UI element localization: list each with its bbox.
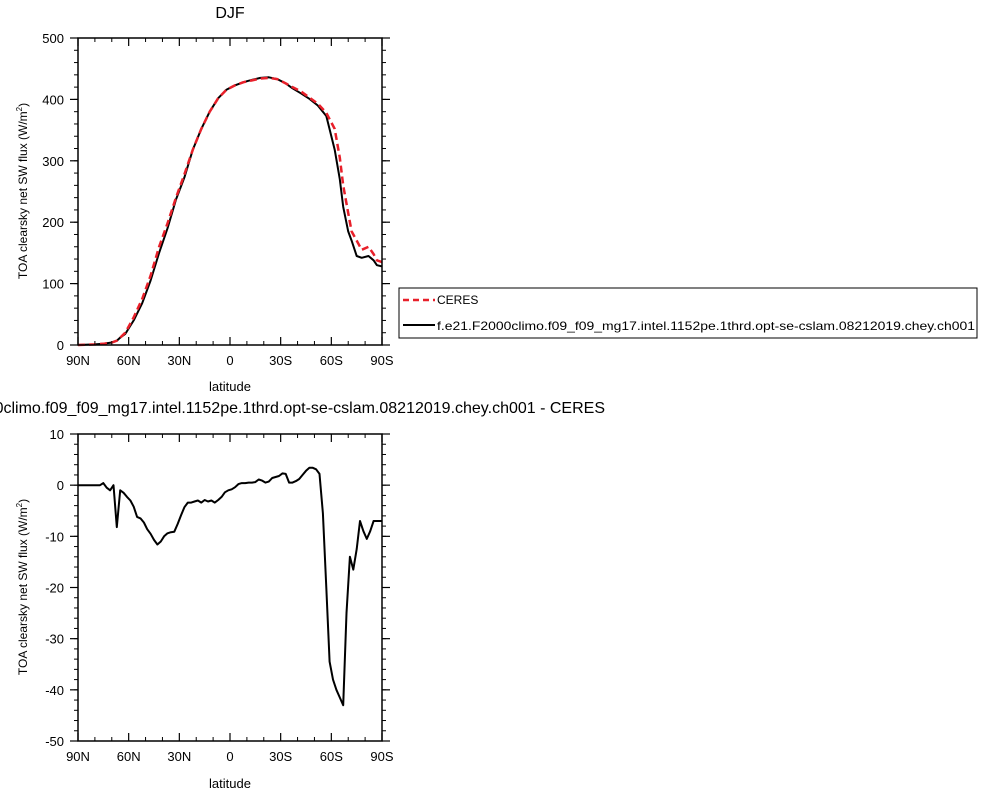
x-tick-label: 60N <box>117 353 141 368</box>
plot-frame <box>77 37 383 346</box>
x-tick-label: 90N <box>66 749 90 764</box>
x-tick-label: 30N <box>167 749 191 764</box>
chart-title: f.e21.F2000climo.f09_f09_mg17.intel.1152… <box>0 400 605 417</box>
x-tick-label: 60S <box>320 749 343 764</box>
y-tick-label: 300 <box>42 154 64 169</box>
y-tick-label: -10 <box>45 529 64 544</box>
legend: CERES f.e21.F2000climo.f09_f09_mg17.inte… <box>398 287 978 339</box>
y-tick-label: 500 <box>42 31 64 46</box>
y-tick-label: 100 <box>42 277 64 292</box>
x-tick-label: 90S <box>370 353 393 368</box>
y-tick-label: 200 <box>42 215 64 230</box>
y-tick-label: -40 <box>45 683 64 698</box>
legend-model-label: f.e21.F2000climo.f09_f09_mg17.intel.1152… <box>437 319 975 333</box>
y-tick-label: 400 <box>42 92 64 107</box>
series-line-ceres <box>77 76 383 347</box>
legend-ceres-label: CERES <box>437 293 478 307</box>
y-axis-label: TOA clearsky net SW flux (W/m2) <box>15 499 30 675</box>
y-tick-label: 10 <box>50 427 64 442</box>
chart-title: DJF <box>215 5 245 22</box>
x-tick-label: 0 <box>226 353 233 368</box>
x-tick-label: 30S <box>269 353 292 368</box>
plot-frame <box>77 433 383 742</box>
x-tick-label: 60N <box>117 749 141 764</box>
x-tick-label: 30S <box>269 749 292 764</box>
x-tick-label: 60S <box>320 353 343 368</box>
legend-box <box>398 287 978 339</box>
y-tick-label: -50 <box>45 734 64 749</box>
chart-djf: DJF TOA clearsky net SW flux (W/m2) lati… <box>15 5 394 394</box>
x-tick-label: 90N <box>66 353 90 368</box>
series-line-difference <box>78 466 382 707</box>
x-tick-label: 30N <box>167 353 191 368</box>
x-axis-label: latitude <box>209 776 251 791</box>
chart-difference: f.e21.F2000climo.f09_f09_mg17.intel.1152… <box>0 400 605 791</box>
y-tick-label: -30 <box>45 632 64 647</box>
x-tick-label: 0 <box>226 749 233 764</box>
y-tick-label: 0 <box>57 338 64 353</box>
x-axis-label: latitude <box>209 379 251 394</box>
series-line-model <box>77 76 383 346</box>
y-tick-label: 0 <box>57 478 64 493</box>
y-axis-label: TOA clearsky net SW flux (W/m2) <box>15 103 30 279</box>
x-tick-label: 90S <box>370 749 393 764</box>
y-tick-label: -20 <box>45 581 64 596</box>
